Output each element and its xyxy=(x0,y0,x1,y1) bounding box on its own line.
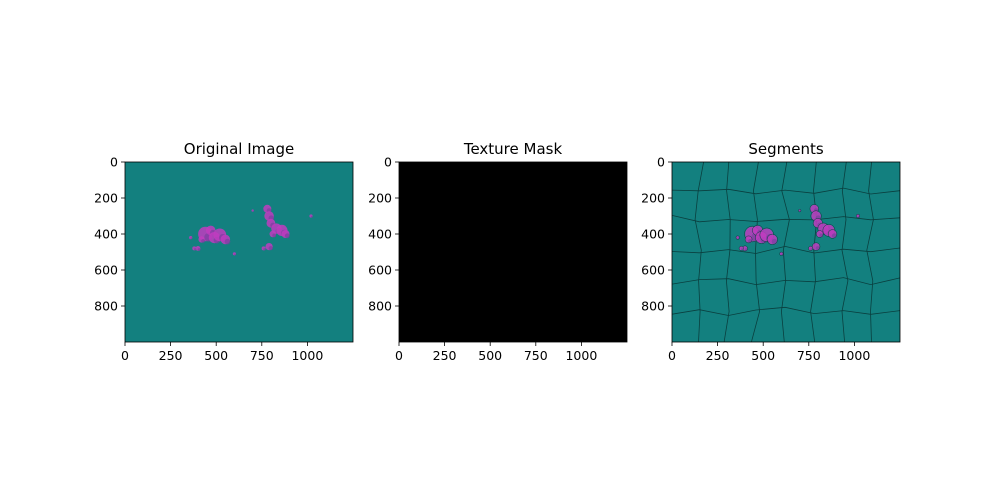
image-blob xyxy=(831,233,837,239)
x-tick-label: 0 xyxy=(395,348,403,363)
image-blob xyxy=(819,233,824,238)
y-tick-label: 800 xyxy=(368,299,392,314)
image-background xyxy=(125,162,353,342)
segment-boundary xyxy=(738,245,744,251)
chart-title: Original Image xyxy=(184,140,294,158)
chart-panel-1: Original Image 0 250 500 750 1000 0 200 400 600 80… xyxy=(94,140,354,363)
segment-boundary xyxy=(815,230,824,238)
x-tick-label: 750 xyxy=(524,348,548,363)
segment-boundary xyxy=(735,235,740,240)
x-tick-label: 250 xyxy=(159,348,183,363)
x-tick-label: 1000 xyxy=(291,348,323,363)
segment-boundary xyxy=(672,215,900,223)
segment-boundary xyxy=(827,229,838,239)
image-background xyxy=(399,162,627,342)
image-blob xyxy=(201,239,206,243)
image-blob xyxy=(272,233,277,238)
segment-boundary xyxy=(866,162,874,342)
y-tick-label: 800 xyxy=(641,299,665,314)
y-tick-label: 800 xyxy=(94,299,118,314)
image-blob xyxy=(748,239,752,243)
image-blob xyxy=(234,253,237,256)
segment-boundary xyxy=(808,245,814,251)
chart-panel-2: Texture Mask 0 250 500 750 1000 0 200 400 600 800 xyxy=(368,140,628,363)
y-tick-label: 600 xyxy=(368,263,392,278)
x-tick-label: 500 xyxy=(751,348,775,363)
image-blob xyxy=(284,233,290,239)
x-tick-label: 0 xyxy=(668,348,676,363)
y-tick-label: 600 xyxy=(94,263,118,278)
x-tick-label: 500 xyxy=(478,348,502,363)
chart-title: Texture Mask xyxy=(463,140,563,158)
y-tick-label: 0 xyxy=(384,155,392,170)
axes-frame xyxy=(398,161,628,343)
x-tick-label: 750 xyxy=(797,348,821,363)
segment-boundary xyxy=(855,213,861,219)
segment-boundary xyxy=(810,162,818,342)
x-tick-label: 250 xyxy=(706,348,730,363)
y-tick-label: 0 xyxy=(657,155,665,170)
segment-boundary xyxy=(841,162,849,342)
x-tick-label: 0 xyxy=(121,348,129,363)
segment-boundary xyxy=(672,277,900,286)
image-blob xyxy=(224,238,231,245)
segment-boundary xyxy=(744,235,753,244)
y-tick-label: 400 xyxy=(94,227,118,242)
y-tick-label: 200 xyxy=(368,191,392,206)
chart-title: Segments xyxy=(748,140,824,158)
image-blob xyxy=(310,215,313,218)
segment-boundary xyxy=(672,187,900,195)
image-blob xyxy=(771,238,778,245)
y-tick-label: 400 xyxy=(368,227,392,242)
x-tick-label: 1000 xyxy=(565,348,597,363)
segment-boundary xyxy=(798,209,802,213)
x-tick-label: 500 xyxy=(204,348,228,363)
image-blob xyxy=(263,248,266,251)
segment-boundary xyxy=(672,245,900,254)
y-tick-label: 200 xyxy=(94,191,118,206)
segment-boundary xyxy=(672,306,900,316)
segment-boundary xyxy=(779,251,784,256)
axes-frame xyxy=(671,161,901,343)
segment-boundary xyxy=(751,162,761,342)
y-tick-label: 600 xyxy=(641,263,665,278)
y-tick-label: 400 xyxy=(641,227,665,242)
image-blob xyxy=(190,237,193,240)
segment-boundary xyxy=(766,233,778,245)
x-tick-label: 250 xyxy=(433,348,457,363)
image-content xyxy=(189,204,313,256)
x-tick-label: 1000 xyxy=(838,348,870,363)
image-blob xyxy=(194,248,197,251)
y-tick-label: 0 xyxy=(110,155,118,170)
image-blob xyxy=(197,248,201,251)
y-tick-label: 200 xyxy=(641,191,665,206)
image-content xyxy=(672,162,900,342)
image-blob xyxy=(268,246,273,251)
axes-frame xyxy=(124,161,354,343)
x-tick-label: 750 xyxy=(250,348,274,363)
chart-panel-3: Segments 0 250 500 750 1000 0 200 400 600 800 xyxy=(641,140,901,363)
image-blob xyxy=(252,210,254,212)
image-blob xyxy=(815,246,820,251)
image-blob xyxy=(737,237,740,240)
